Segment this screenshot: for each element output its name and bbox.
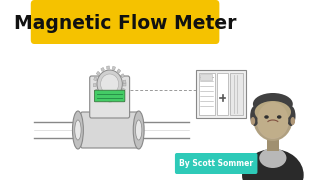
Ellipse shape [242,149,304,180]
FancyBboxPatch shape [94,90,125,102]
Ellipse shape [251,117,255,125]
Bar [118,93,122,98]
Bar [103,98,106,101]
Ellipse shape [255,101,291,123]
Bar [117,69,121,73]
Text: By Scott Sommer: By Scott Sommer [179,159,253,168]
Text: Magnetic Flow Meter: Magnetic Flow Meter [14,14,236,33]
Circle shape [100,74,119,94]
Bar [107,66,109,69]
FancyBboxPatch shape [175,153,258,174]
Ellipse shape [135,120,142,140]
Ellipse shape [258,102,288,138]
Ellipse shape [277,115,282,119]
Ellipse shape [259,148,286,168]
Bar [122,88,125,92]
FancyBboxPatch shape [81,112,139,148]
Ellipse shape [253,95,293,141]
Bar [121,74,124,78]
Ellipse shape [291,117,295,125]
Bar [123,82,126,85]
Bar [98,94,101,98]
FancyBboxPatch shape [90,76,130,118]
FancyBboxPatch shape [31,0,220,44]
Bar [198,73,215,115]
Bar [230,73,243,115]
Bar [94,77,97,81]
Bar [200,74,212,80]
Bar [101,67,104,71]
Bar [114,97,117,101]
Ellipse shape [75,120,81,140]
Bar [112,66,116,70]
Bar [217,73,228,115]
Ellipse shape [73,111,84,149]
Bar [96,71,100,75]
Bar [267,135,279,151]
Ellipse shape [250,106,259,126]
Ellipse shape [133,111,144,149]
Bar [109,99,112,102]
Ellipse shape [257,101,289,139]
Ellipse shape [264,115,269,119]
Bar [94,89,98,93]
Circle shape [97,70,122,98]
Bar [123,80,126,83]
Bar [196,70,246,118]
Ellipse shape [286,106,296,126]
Ellipse shape [253,93,293,115]
Bar [93,84,96,87]
